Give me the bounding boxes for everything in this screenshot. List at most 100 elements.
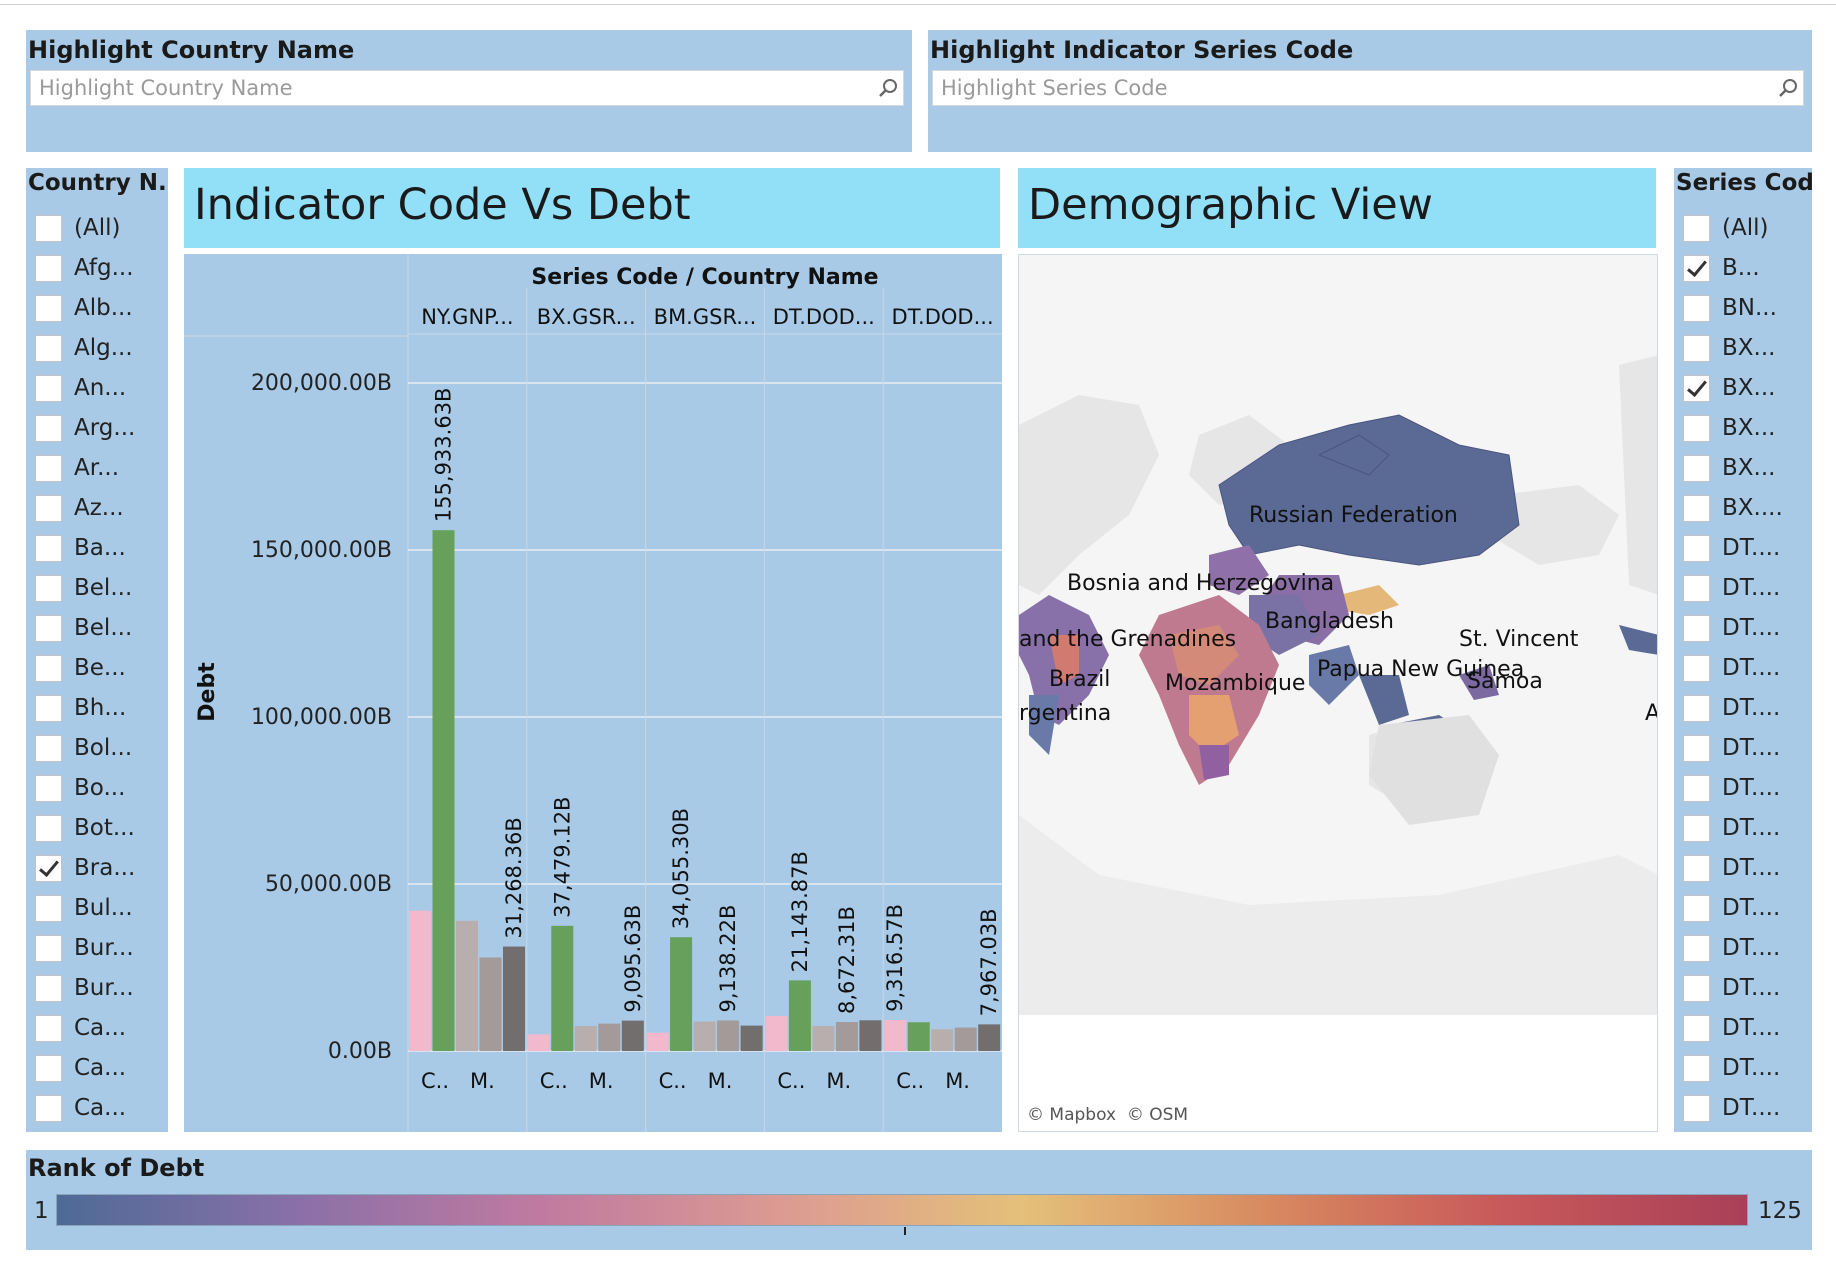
highlight-series-box[interactable] xyxy=(932,70,1804,106)
group-header-label[interactable]: BM.GSR... xyxy=(654,305,757,329)
checkbox[interactable] xyxy=(1683,334,1710,362)
series-filter-item[interactable]: DT.... xyxy=(1674,1088,1812,1128)
group-header-label[interactable]: DT.DOD... xyxy=(773,305,875,329)
checkbox[interactable] xyxy=(35,294,62,322)
map-country-label[interactable]: Bosnia and Herzegovina xyxy=(1067,571,1335,596)
country-filter-item[interactable]: Bur... xyxy=(26,968,168,1008)
debt-bar[interactable] xyxy=(551,925,574,1051)
checkbox[interactable] xyxy=(35,974,62,1002)
debt-bar[interactable] xyxy=(527,1034,550,1051)
group-header-label[interactable]: DT.DOD... xyxy=(892,305,994,329)
checkbox[interactable] xyxy=(1683,734,1710,762)
debt-bar[interactable] xyxy=(788,980,811,1051)
checkbox[interactable] xyxy=(1683,1094,1710,1122)
debt-bar[interactable] xyxy=(907,1022,930,1051)
debt-bar[interactable] xyxy=(765,1015,788,1051)
debt-bar[interactable] xyxy=(859,1020,882,1051)
highlight-country-box[interactable] xyxy=(30,70,904,106)
map-country-label[interactable]: and the Grenadines xyxy=(1019,627,1237,652)
country-filter-item[interactable]: An... xyxy=(26,368,168,408)
checkbox[interactable] xyxy=(35,734,62,762)
series-filter-item[interactable]: DT.... xyxy=(1674,728,1812,768)
checkbox[interactable] xyxy=(35,1054,62,1082)
checkbox[interactable] xyxy=(35,694,62,722)
debt-bar[interactable] xyxy=(835,1022,858,1051)
checkbox[interactable] xyxy=(1683,774,1710,802)
checkbox[interactable] xyxy=(1683,294,1710,322)
checkbox-checked[interactable] xyxy=(35,854,62,882)
series-filter-item[interactable]: DT.... xyxy=(1674,1048,1812,1088)
map-country-label[interactable]: Bangladesh xyxy=(1265,609,1394,634)
series-filter-item[interactable]: DT.... xyxy=(1674,848,1812,888)
checkbox[interactable] xyxy=(35,374,62,402)
checkbox[interactable] xyxy=(1683,814,1710,842)
checkbox[interactable] xyxy=(1683,1054,1710,1082)
country-filter-item[interactable]: Az... xyxy=(26,488,168,528)
checkbox[interactable] xyxy=(35,254,62,282)
checkbox[interactable] xyxy=(35,574,62,602)
series-filter-item[interactable]: (All) xyxy=(1674,208,1812,248)
debt-bar[interactable] xyxy=(670,937,693,1051)
country-filter-item[interactable]: Bel... xyxy=(26,608,168,648)
debt-bar[interactable] xyxy=(978,1024,1001,1051)
checkbox-checked[interactable] xyxy=(1683,254,1710,282)
country-filter-item[interactable]: Ca... xyxy=(26,1088,168,1128)
checkbox[interactable] xyxy=(35,614,62,642)
country-filter-item[interactable]: Alg... xyxy=(26,328,168,368)
group-header-label[interactable]: NY.GNP... xyxy=(421,305,513,329)
world-map[interactable]: Russian Federation Bosnia and Herzegovina… xyxy=(1018,254,1658,1132)
checkbox[interactable] xyxy=(35,334,62,362)
series-filter-item[interactable]: DT.... xyxy=(1674,648,1812,688)
country-filter-item[interactable]: Ba... xyxy=(26,528,168,568)
checkbox[interactable] xyxy=(35,894,62,922)
series-filter-item[interactable]: DT.... xyxy=(1674,888,1812,928)
map-country-label[interactable]: Brazil xyxy=(1049,667,1111,692)
country-filter-item[interactable]: Bra... xyxy=(26,848,168,888)
series-filter-item[interactable]: DT.... xyxy=(1674,608,1812,648)
debt-bar[interactable] xyxy=(812,1025,835,1051)
series-filter-item[interactable]: DT.... xyxy=(1674,1008,1812,1048)
checkbox[interactable] xyxy=(1683,454,1710,482)
debt-bar[interactable] xyxy=(884,1019,907,1051)
series-filter-item[interactable]: DT.... xyxy=(1674,768,1812,808)
series-filter-item[interactable]: BX... xyxy=(1674,368,1812,408)
checkbox[interactable] xyxy=(35,934,62,962)
country-filter-item[interactable]: Afg... xyxy=(26,248,168,288)
series-filter-item[interactable]: DT.... xyxy=(1674,568,1812,608)
checkbox[interactable] xyxy=(35,534,62,562)
country-filter-item[interactable]: Ca... xyxy=(26,1048,168,1088)
debt-bar[interactable] xyxy=(574,1025,597,1051)
checkbox[interactable] xyxy=(1683,574,1710,602)
map-country-label[interactable]: Papua New Guinea xyxy=(1317,657,1525,682)
debt-bar[interactable] xyxy=(717,1020,740,1051)
debt-bar[interactable] xyxy=(503,946,525,1051)
search-icon[interactable] xyxy=(1773,70,1803,106)
country-filter-item[interactable]: Bo... xyxy=(26,768,168,808)
series-filter-item[interactable]: BX... xyxy=(1674,328,1812,368)
country-filter-item[interactable]: Bh... xyxy=(26,688,168,728)
debt-bar[interactable] xyxy=(598,1023,621,1051)
checkbox[interactable] xyxy=(1683,614,1710,642)
bar-chart[interactable]: 0.00B 50,000.00B 100,000.00B 150,000.00B 200… xyxy=(184,254,1002,1132)
debt-bar[interactable] xyxy=(432,530,455,1051)
map-country-label[interactable]: A xyxy=(1645,701,1657,726)
highlight-series-input[interactable] xyxy=(933,76,1773,100)
series-filter-item[interactable]: B... xyxy=(1674,248,1812,288)
checkbox[interactable] xyxy=(1683,894,1710,922)
series-filter-item[interactable]: DT.... xyxy=(1674,928,1812,968)
country-filter-item[interactable]: Bel... xyxy=(26,568,168,608)
mapbox-credit[interactable]: © Mapbox xyxy=(1027,1105,1117,1125)
series-filter-item[interactable]: DT.... xyxy=(1674,808,1812,848)
country-filter-item[interactable]: (All) xyxy=(26,208,168,248)
series-filter-item[interactable]: DT.... xyxy=(1674,528,1812,568)
checkbox[interactable] xyxy=(1683,414,1710,442)
country-filter-item[interactable]: Bul... xyxy=(26,888,168,928)
checkbox[interactable] xyxy=(1683,494,1710,522)
series-filter-item[interactable]: BX... xyxy=(1674,408,1812,448)
map-country-label[interactable]: Mozambique xyxy=(1165,671,1306,696)
country-filter-item[interactable]: Ca... xyxy=(26,1008,168,1048)
osm-credit[interactable]: © OSM xyxy=(1126,1105,1189,1125)
country-filter-item[interactable]: Arg... xyxy=(26,408,168,448)
debt-bar[interactable] xyxy=(479,957,502,1051)
checkbox[interactable] xyxy=(1683,534,1710,562)
